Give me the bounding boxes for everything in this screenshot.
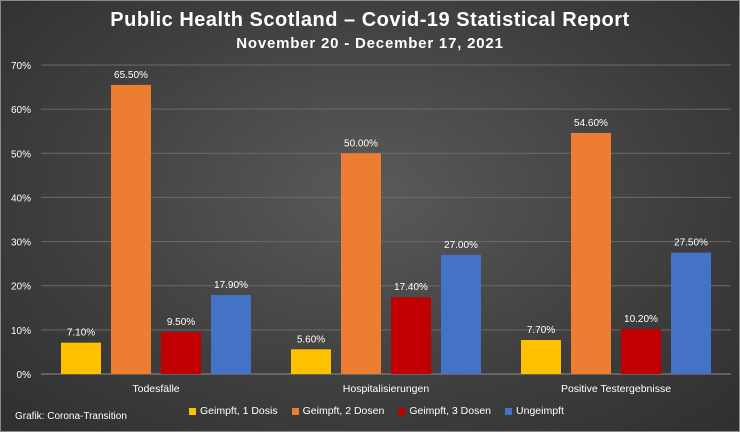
y-tick-label: 70% (11, 61, 31, 72)
y-tick-label: 40% (11, 193, 31, 204)
legend-label: Ungeimpft (516, 405, 564, 417)
data-label: 27.00% (444, 240, 478, 251)
data-label: 7.10% (67, 328, 95, 339)
legend-label: Geimpft, 1 Dosis (200, 405, 278, 417)
chart-subtitle: November 20 - December 17, 2021 (236, 35, 504, 52)
data-label: 17.90% (214, 280, 248, 291)
bar (111, 84, 151, 374)
legend-swatch (189, 407, 196, 415)
y-tick-label: 20% (11, 282, 31, 293)
data-label: 50.00% (344, 138, 378, 149)
y-tick-label: 50% (11, 149, 31, 160)
data-label: 7.70% (527, 325, 555, 336)
x-category-label: Hospitalisierungen (343, 383, 430, 395)
data-label: 27.50% (674, 238, 708, 249)
bar (61, 342, 101, 374)
legend-swatch (291, 407, 299, 415)
bar (571, 132, 611, 374)
legend-item: Geimpft, 3 Dosen (398, 405, 491, 417)
y-tick-label: 0% (17, 370, 32, 381)
bar (621, 328, 661, 374)
legend-swatch (398, 407, 406, 415)
chart-title: Public Health Scotland – Covid-19 Statis… (110, 9, 630, 31)
data-label: 17.40% (394, 282, 428, 293)
y-tick-label: 10% (11, 326, 31, 337)
legend-item: Geimpft, 2 Dosen (291, 405, 385, 417)
bar-chart-plot: 0% 10% 20% 30% 40% 50% 60% 70% 7.10% 65.50% 9.50% 1… (11, 61, 731, 395)
legend-swatch (505, 407, 513, 415)
y-tick-label: 30% (11, 238, 31, 249)
x-category-label: Todesfälle (132, 383, 179, 395)
chart-legend: Geimpft, 1 Dosis Geimpft, 2 Dosen Geimpft,… (189, 405, 564, 417)
bar (211, 294, 251, 374)
data-label: 65.50% (114, 70, 148, 81)
legend-label: Geimpft, 2 Dosen (302, 405, 385, 417)
y-tick-label: 60% (11, 105, 31, 116)
bar (441, 254, 481, 374)
legend-label: Geimpft, 3 Dosen (409, 405, 492, 417)
data-label: 9.50% (167, 317, 195, 328)
data-label: 5.60% (297, 334, 325, 345)
legend-item: Ungeimpft (505, 405, 564, 417)
bar (161, 332, 201, 374)
data-label: 54.60% (574, 118, 608, 129)
bar (341, 153, 381, 374)
source-note: Grafik: Corona-Transition (15, 411, 127, 422)
bar (391, 297, 431, 374)
x-category-label: Positive Testergebnisse (561, 383, 671, 395)
bar (671, 252, 711, 374)
data-label: 10.20% (624, 314, 658, 325)
bar (521, 340, 561, 374)
legend-item: Geimpft, 1 Dosis (189, 405, 278, 417)
bar (291, 349, 331, 374)
